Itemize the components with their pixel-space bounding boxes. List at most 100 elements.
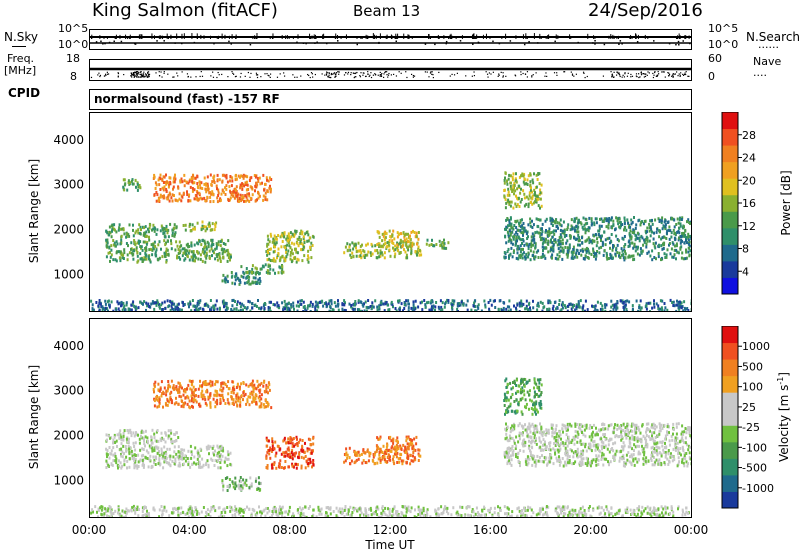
velocity-cell — [412, 459, 415, 463]
power-cell — [660, 258, 662, 262]
power-cell — [268, 176, 271, 180]
power-cell — [201, 187, 204, 190]
power-cell — [217, 253, 219, 256]
power-cell — [240, 199, 243, 203]
power-cell — [237, 309, 240, 311]
velocity-cell — [242, 478, 245, 482]
power-cell — [531, 232, 534, 236]
velocity-cell — [533, 390, 536, 394]
velocity-cell — [258, 390, 261, 394]
velocity-cell — [220, 394, 223, 398]
velocity-cell — [106, 438, 108, 442]
velocity-cell — [149, 454, 152, 458]
power-cell — [566, 226, 569, 230]
power-cell — [579, 249, 582, 253]
velocity-cell — [192, 390, 195, 394]
power-cell — [211, 243, 213, 247]
power-cell — [673, 236, 676, 240]
power-cell — [111, 226, 114, 229]
colorbar-tick-label: 8 — [742, 243, 749, 256]
power-cell — [396, 246, 398, 250]
power-cell — [400, 232, 402, 236]
velocity-cell — [561, 427, 564, 431]
power-cell — [283, 235, 286, 239]
velocity-cell — [120, 442, 123, 446]
power-cell — [521, 218, 523, 222]
power-cell — [241, 182, 244, 186]
velocity-cell — [227, 387, 230, 391]
velocity-cell — [142, 465, 145, 469]
velocity-cell — [226, 450, 229, 454]
velocity-cell — [174, 457, 177, 461]
velocity-cell — [157, 462, 160, 466]
power-cell — [383, 238, 386, 242]
velocity-cell — [653, 463, 656, 467]
velocity-cell — [144, 456, 147, 460]
power-cell — [547, 239, 550, 243]
power-cell — [225, 278, 228, 282]
power-cell — [371, 304, 374, 308]
velocity-cell — [105, 452, 108, 456]
velocity-cell — [305, 460, 308, 464]
velocity-cell — [114, 455, 117, 458]
power-cell — [526, 308, 529, 311]
velocity-cell — [538, 431, 541, 435]
velocity-cell — [644, 441, 647, 445]
power-cell — [281, 271, 283, 275]
velocity-cell — [203, 380, 206, 384]
power-cell — [214, 303, 217, 307]
power-cell — [677, 221, 680, 225]
velocity-cell — [174, 460, 177, 464]
power-cell — [218, 178, 221, 182]
power-cell — [382, 234, 385, 238]
velocity-cell — [243, 394, 246, 398]
power-cell — [361, 243, 363, 247]
velocity-cell — [114, 459, 117, 463]
power-cell — [509, 174, 512, 178]
power-cell — [141, 248, 144, 252]
power-cell — [569, 302, 572, 306]
power-cell — [552, 309, 555, 311]
velocity-cell — [163, 386, 166, 390]
velocity-cell — [196, 457, 199, 461]
power-cell — [196, 182, 199, 185]
power-cell — [122, 185, 125, 189]
velocity-cell — [615, 449, 618, 453]
power-cell — [623, 308, 626, 311]
power-cell — [108, 305, 111, 309]
velocity-cell — [143, 439, 145, 442]
power-cell — [585, 218, 588, 222]
power-cell — [513, 192, 515, 196]
power-cell — [178, 192, 181, 196]
velocity-cell — [265, 454, 268, 458]
velocity-cell — [565, 439, 568, 443]
velocity-cell — [597, 433, 599, 437]
power-cell — [684, 228, 687, 232]
velocity-cell — [506, 460, 509, 464]
power-cell — [622, 237, 625, 241]
power-cell — [132, 182, 135, 186]
power-cell — [671, 241, 674, 245]
power-cell — [407, 309, 410, 311]
velocity-cell — [122, 434, 125, 438]
velocity-cell — [541, 460, 544, 463]
velocity-cell — [186, 402, 189, 406]
power-cell — [554, 240, 557, 244]
power-cell — [229, 258, 231, 262]
velocity-cell — [396, 445, 399, 449]
velocity-cell — [389, 455, 391, 459]
power-cell — [608, 236, 611, 240]
power-cell — [117, 228, 120, 232]
power-cell — [153, 193, 156, 197]
power-cell — [109, 255, 112, 259]
power-cell — [266, 269, 269, 273]
power-cell — [520, 238, 523, 242]
velocity-cell — [165, 403, 168, 407]
power-cell — [610, 233, 613, 236]
power-cell — [580, 253, 583, 257]
power-cell — [215, 246, 218, 250]
power-cell — [151, 300, 154, 304]
power-cell — [208, 221, 211, 225]
power-cell — [290, 260, 293, 264]
power-cell — [151, 248, 154, 252]
